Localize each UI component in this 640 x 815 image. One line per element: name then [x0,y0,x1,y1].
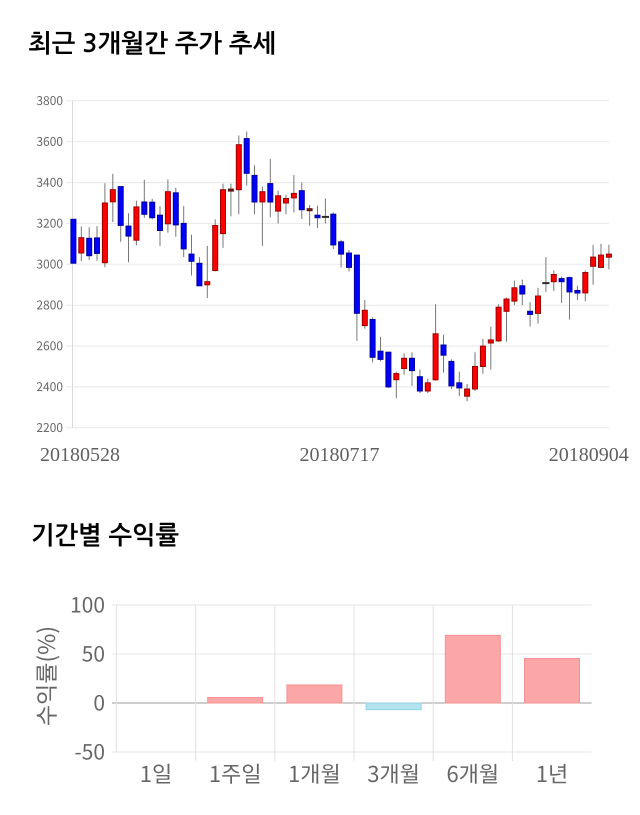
svg-text:20180528: 20180528 [40,444,120,466]
svg-text:20180904: 20180904 [549,444,629,466]
svg-text:20180717: 20180717 [300,444,380,466]
